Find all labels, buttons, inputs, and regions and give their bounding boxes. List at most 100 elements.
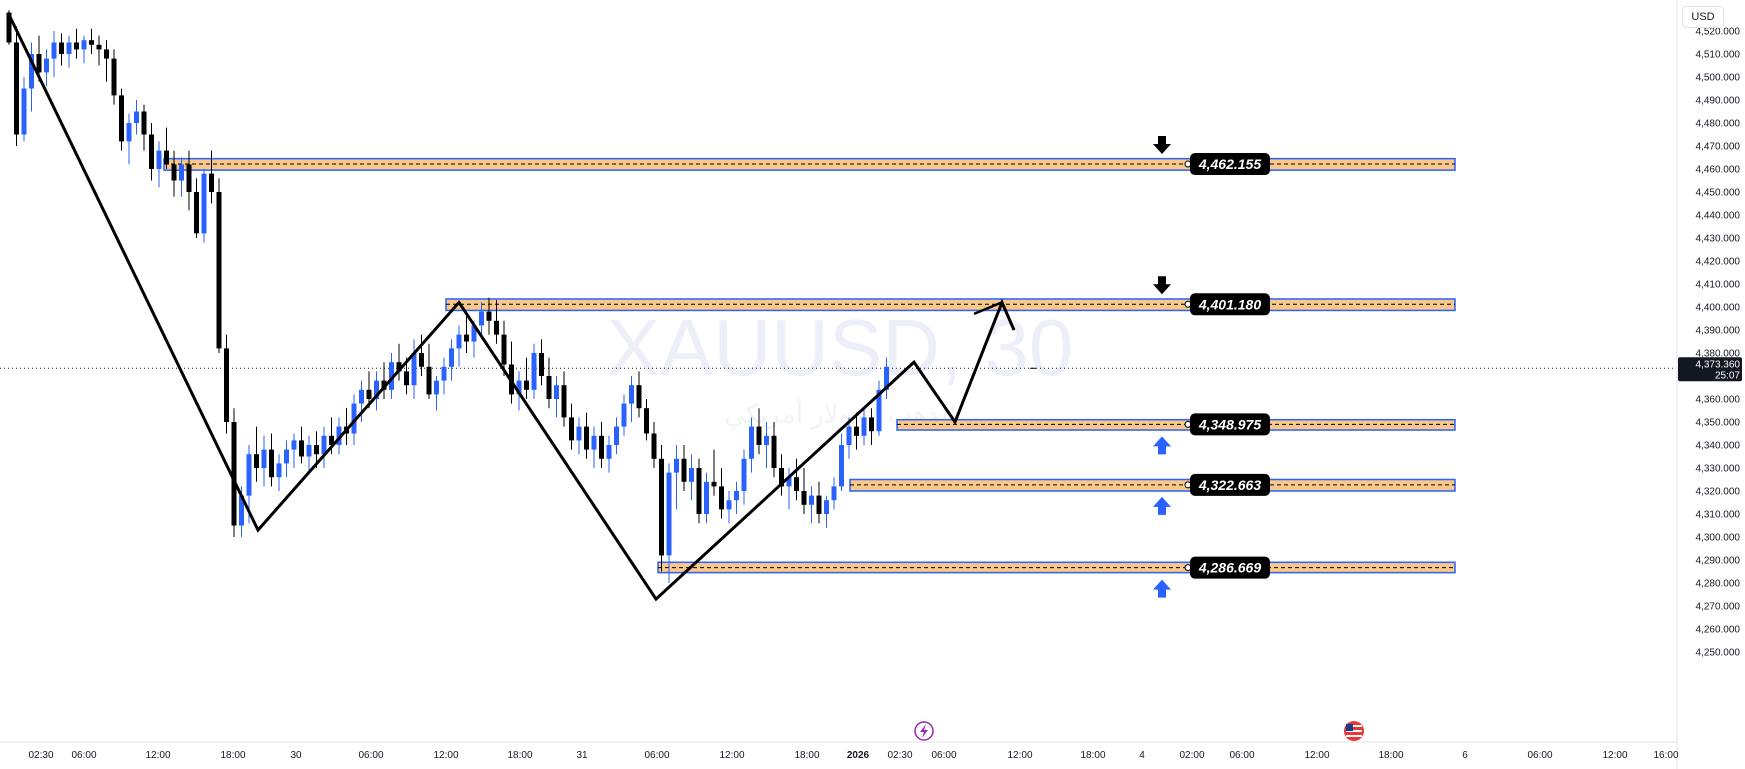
candle-body bbox=[704, 481, 709, 514]
candle-body bbox=[374, 380, 379, 399]
time-tick-label: 18:00 bbox=[220, 750, 245, 761]
price-tick-label: 4,390.000 bbox=[1696, 326, 1741, 337]
price-tick-label: 4,270.000 bbox=[1696, 602, 1741, 613]
level-zones bbox=[0, 157, 1675, 574]
currency-button[interactable]: USD bbox=[1682, 6, 1724, 28]
candle-body bbox=[36, 54, 42, 73]
candle-body bbox=[14, 42, 19, 135]
candle-body bbox=[531, 353, 537, 390]
level-markers: 4,462.155 4,401.180 4,348.975 4,322.663 4,28… bbox=[1153, 136, 1270, 598]
bottom-event-icons bbox=[914, 721, 1364, 741]
candle-body bbox=[801, 491, 807, 505]
candle-body bbox=[171, 164, 177, 181]
level-tag-box bbox=[1190, 293, 1270, 316]
candle-body bbox=[494, 320, 499, 335]
price-axis[interactable]: 4,520.000 4,510.000 4,500.000 4,490.000 4,48… bbox=[1030, 0, 1742, 769]
candle-body bbox=[599, 435, 604, 459]
candle-body bbox=[156, 150, 162, 169]
price-tick-label: 4,310.000 bbox=[1696, 510, 1741, 521]
candle-body bbox=[209, 173, 214, 192]
candle-body bbox=[734, 491, 739, 501]
level-tag-box bbox=[1190, 473, 1270, 496]
price-tick-label: 4,480.000 bbox=[1696, 119, 1741, 130]
up-arrow-icon bbox=[1153, 436, 1171, 455]
time-tick-label: 31 bbox=[576, 750, 588, 761]
price-tick-label: 4,250.000 bbox=[1696, 648, 1741, 659]
candle-body bbox=[449, 348, 454, 367]
price-tick-label: 4,300.000 bbox=[1696, 533, 1741, 544]
time-tick-label: 4 bbox=[1139, 750, 1145, 761]
price-tick-label: 4,280.000 bbox=[1696, 579, 1741, 590]
price-tick-label: 4,420.000 bbox=[1696, 257, 1741, 268]
price-tick-label: 4,430.000 bbox=[1696, 234, 1741, 245]
candle-body bbox=[21, 88, 27, 135]
candle-body bbox=[254, 454, 259, 468]
candle-body bbox=[771, 435, 777, 468]
candle-body bbox=[726, 500, 732, 510]
candle-body bbox=[554, 385, 559, 399]
candle-body bbox=[884, 366, 889, 390]
candle-body bbox=[644, 408, 649, 434]
candle-body bbox=[104, 49, 109, 59]
lightning-event-icon[interactable] bbox=[914, 721, 934, 741]
candle-body bbox=[464, 334, 469, 342]
level-tag-label: 4,322.663 bbox=[1198, 477, 1261, 493]
candle-body bbox=[779, 468, 784, 487]
time-tick-label: 06:00 bbox=[358, 750, 383, 761]
time-tick-label: 12:00 bbox=[1602, 750, 1627, 761]
candle-body bbox=[224, 348, 229, 422]
time-tick-label: 02:00 bbox=[1179, 750, 1204, 761]
down-arrow-icon bbox=[1153, 136, 1171, 155]
candle-body bbox=[351, 403, 357, 434]
candle-body bbox=[441, 366, 447, 381]
price-tick-label: 4,330.000 bbox=[1696, 464, 1741, 475]
candle-body bbox=[81, 40, 87, 50]
time-tick-label: 18:00 bbox=[1378, 750, 1403, 761]
time-axis[interactable]: 02:30 06:00 12:00 18:00 30 06:00 12:00 18:00 31 0… bbox=[0, 741, 1679, 761]
time-tick-label: 02:30 bbox=[887, 750, 912, 761]
candle-body bbox=[621, 403, 627, 427]
candle-body bbox=[539, 353, 544, 376]
candle-body bbox=[291, 440, 297, 450]
candle-body bbox=[719, 486, 724, 510]
time-tick-label: 02:30 bbox=[28, 750, 53, 761]
level-tag-label: 4,286.669 bbox=[1198, 560, 1261, 576]
time-tick-label: 06:00 bbox=[71, 750, 96, 761]
time-tick-label: 6 bbox=[1462, 750, 1468, 761]
time-tick-label: 06:00 bbox=[644, 750, 669, 761]
price-tick-label: 4,450.000 bbox=[1696, 188, 1741, 199]
time-tick-label: 12:00 bbox=[719, 750, 744, 761]
time-tick-label: 30 bbox=[290, 750, 302, 761]
candle-body bbox=[651, 433, 657, 459]
candle-body bbox=[576, 426, 582, 441]
price-tick-label: 4,320.000 bbox=[1696, 487, 1741, 498]
up-arrow-icon bbox=[1153, 579, 1171, 598]
level-tag-box bbox=[1190, 413, 1270, 436]
candle-body bbox=[389, 362, 394, 390]
candle-body bbox=[524, 380, 529, 390]
candle-body bbox=[584, 426, 589, 450]
candle-body bbox=[366, 389, 372, 399]
candle-body bbox=[231, 422, 237, 526]
candle-body bbox=[59, 42, 64, 54]
price-tick-label: 4,410.000 bbox=[1696, 280, 1741, 291]
candle-body bbox=[44, 58, 49, 73]
candle-body bbox=[404, 371, 409, 386]
candle-body bbox=[284, 449, 289, 464]
candle-body bbox=[501, 334, 507, 365]
us-flag-icon[interactable] bbox=[1344, 721, 1364, 741]
candle-body bbox=[276, 463, 282, 478]
price-tick-label: 4,340.000 bbox=[1696, 441, 1741, 452]
candle-body bbox=[749, 426, 754, 459]
candle-body bbox=[261, 449, 267, 468]
candle-body bbox=[824, 500, 829, 514]
countdown-label: 25:07 bbox=[1715, 370, 1740, 381]
candle-body bbox=[119, 95, 124, 142]
candle-body bbox=[629, 385, 634, 404]
candle-body bbox=[134, 111, 139, 123]
candle-body bbox=[96, 44, 102, 50]
candle-body bbox=[614, 426, 619, 445]
time-tick-label: 18:00 bbox=[794, 750, 819, 761]
price-tick-label: 4,510.000 bbox=[1696, 50, 1741, 61]
